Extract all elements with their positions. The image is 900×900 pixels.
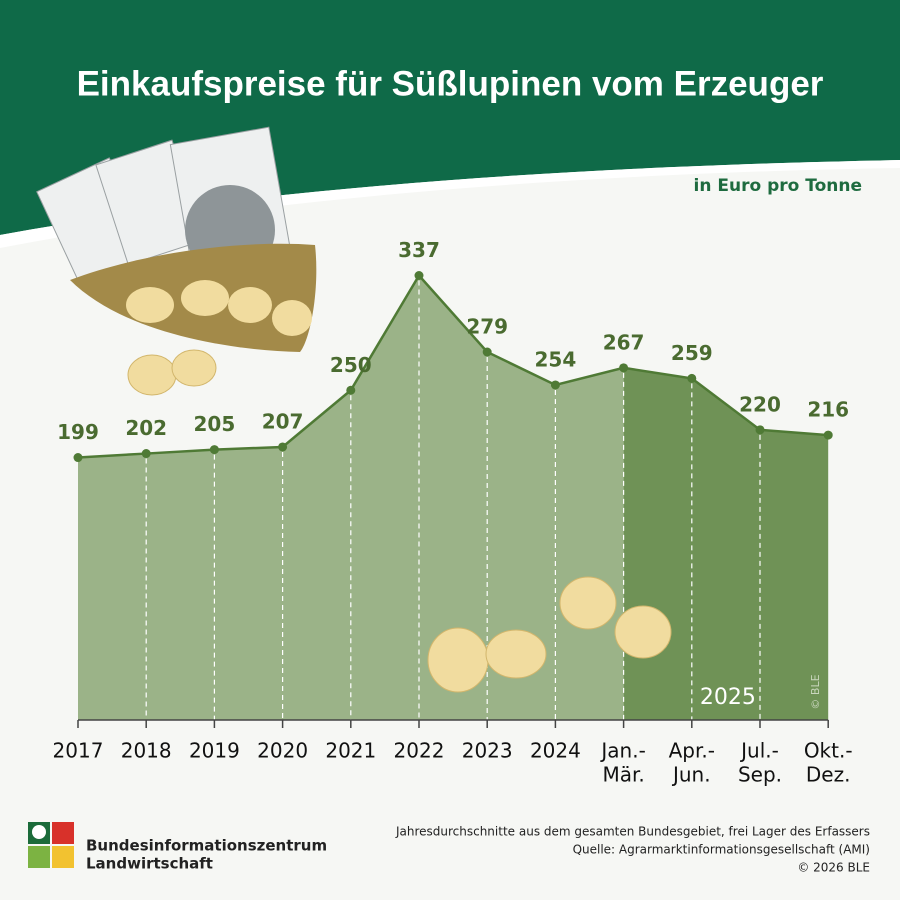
logo-text: Landwirtschaft bbox=[86, 855, 213, 873]
chart-title: Einkaufspreise für Süßlupinen vom Erzeug… bbox=[77, 64, 824, 103]
point bbox=[209, 445, 219, 455]
value-label: 202 bbox=[125, 416, 167, 440]
x-tick-label: Dez. bbox=[806, 763, 851, 787]
point bbox=[346, 385, 356, 395]
value-label: 279 bbox=[466, 314, 508, 338]
x-tick-label: 2020 bbox=[257, 739, 308, 763]
point bbox=[619, 363, 629, 373]
point bbox=[550, 380, 560, 390]
x-tick-label: Mär. bbox=[602, 763, 644, 787]
beans-decoration bbox=[427, 576, 672, 693]
plot: 199 202 205 207 250 337 279 254 267 259 220 216 2017… bbox=[53, 238, 853, 787]
chart-subtitle: in Euro pro Tonne bbox=[694, 176, 862, 196]
value-label: 254 bbox=[535, 347, 577, 371]
footnote: Jahresdurchschnitte aus dem gesamten Bun… bbox=[395, 825, 870, 839]
point bbox=[278, 442, 288, 452]
lupine-pod bbox=[70, 243, 317, 396]
x-tick-label: 2023 bbox=[462, 739, 513, 763]
x-tick-label: Okt.- bbox=[804, 739, 853, 763]
copyright-mark: © BLE bbox=[809, 674, 822, 709]
value-label: 205 bbox=[194, 412, 236, 436]
value-label: 216 bbox=[807, 398, 849, 422]
value-label: 199 bbox=[57, 420, 99, 444]
value-label: 267 bbox=[603, 330, 645, 354]
point bbox=[755, 425, 765, 435]
point bbox=[414, 270, 424, 280]
x-tick-label: Sep. bbox=[738, 763, 782, 787]
header-swoosh bbox=[0, 160, 900, 248]
x-tick-label: Apr.- bbox=[669, 739, 715, 763]
value-label: 337 bbox=[398, 238, 440, 262]
line bbox=[77, 273, 829, 459]
point bbox=[73, 453, 83, 463]
value-label: 220 bbox=[739, 392, 781, 416]
x-tick-label: 2024 bbox=[530, 739, 581, 763]
logo-text: Bundesinformationszentrum bbox=[86, 837, 327, 855]
x-tick-label: 2018 bbox=[121, 739, 172, 763]
x-tick-label: Jun. bbox=[671, 763, 711, 787]
x-tick-label: Jan.- bbox=[599, 739, 645, 763]
x-tick-label: 2021 bbox=[325, 739, 376, 763]
point bbox=[141, 449, 151, 459]
footnote: © 2026 BLE bbox=[797, 861, 870, 875]
value-label: 207 bbox=[262, 409, 304, 433]
money-illustration bbox=[36, 126, 291, 288]
logo bbox=[28, 822, 74, 868]
x-tick-label: 2017 bbox=[53, 739, 104, 763]
x-tick-label: 2019 bbox=[189, 739, 240, 763]
point bbox=[482, 347, 492, 357]
point bbox=[687, 373, 697, 383]
footnote: Quelle: Agrarmarktinformationsgesellscha… bbox=[573, 843, 870, 857]
area-fill-highlight bbox=[623, 367, 829, 720]
x-tick-label: Jul.- bbox=[739, 739, 779, 763]
value-label: 250 bbox=[330, 353, 372, 377]
x-tick-label: 2022 bbox=[394, 739, 445, 763]
point bbox=[823, 430, 833, 440]
value-label: 259 bbox=[671, 341, 713, 365]
highlight-label: 2025 bbox=[700, 685, 756, 710]
